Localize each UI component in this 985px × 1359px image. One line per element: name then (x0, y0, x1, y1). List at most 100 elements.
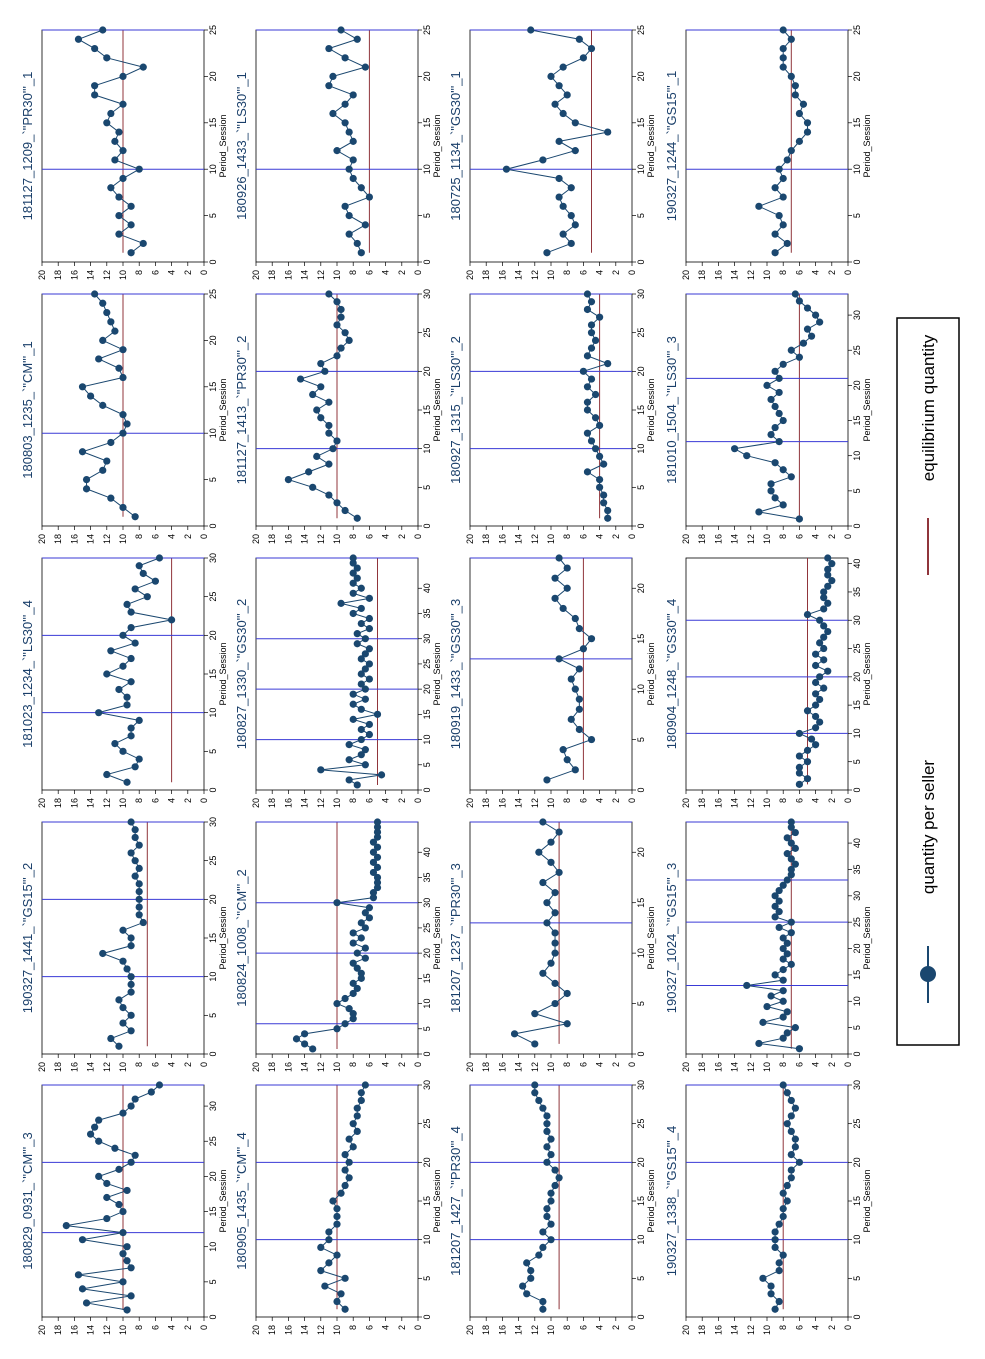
y-tick-label: 2 (397, 534, 407, 539)
data-point (587, 329, 596, 337)
data-point (551, 949, 559, 957)
x-tick-label: 15 (852, 118, 862, 128)
x-tick-label: 15 (422, 405, 432, 415)
data-point (119, 1250, 127, 1258)
y-tick-label: 2 (827, 798, 837, 803)
panel-frame (41, 821, 205, 1055)
y-tick-label: 2 (611, 1325, 621, 1330)
y-tick-label: 0 (627, 1062, 637, 1067)
data-point (123, 1257, 131, 1265)
data-point (583, 383, 592, 391)
x-tick-label: 25 (422, 25, 432, 35)
data-point (95, 1137, 103, 1145)
y-tick-label: 18 (267, 270, 277, 280)
data-point (369, 868, 378, 877)
data-point (119, 631, 127, 639)
x-axis-label: Period_Session (646, 1169, 656, 1232)
y-tick-label: 16 (497, 270, 507, 280)
data-point (337, 305, 345, 314)
data-point (783, 834, 791, 842)
data-point (820, 644, 828, 653)
data-point (791, 828, 799, 837)
y-tick-label: 8 (778, 798, 788, 803)
data-point (95, 1172, 103, 1180)
data-point (596, 452, 604, 460)
data-point (345, 1174, 353, 1182)
data-point (775, 1259, 783, 1267)
data-point (579, 645, 588, 653)
data-point (539, 818, 547, 826)
data-point (791, 91, 799, 99)
y-tick-label: 0 (843, 1325, 853, 1330)
panel-frame (685, 29, 849, 263)
data-point (369, 838, 378, 846)
data-point (341, 1151, 349, 1159)
data-point (787, 1112, 795, 1120)
data-point (349, 174, 357, 183)
data-point (563, 989, 571, 998)
data-point (365, 625, 373, 633)
data-point (365, 614, 373, 623)
data-point (365, 914, 373, 922)
data-point (301, 1040, 309, 1048)
data-point (812, 311, 820, 319)
y-tick-label: 18 (267, 534, 277, 544)
x-tick-label: 20 (208, 630, 218, 640)
x-tick-label: 0 (852, 523, 862, 528)
data-point (373, 873, 382, 882)
data-point (333, 999, 341, 1008)
data-point (127, 1011, 135, 1019)
data-point (604, 360, 612, 368)
x-axis-label: Period_Session (432, 1169, 442, 1232)
data-point (531, 1081, 539, 1089)
data-point (555, 193, 563, 201)
data-point (779, 987, 787, 995)
x-tick-label: 25 (636, 328, 646, 338)
y-tick-label: 16 (713, 798, 723, 808)
data-point (783, 1197, 791, 1205)
y-tick-label: 4 (167, 798, 177, 803)
y-tick-label: 14 (514, 534, 524, 544)
data-point (795, 769, 804, 777)
data-point (575, 725, 583, 734)
y-tick-label: 10 (118, 270, 128, 280)
y-tick-label: 16 (283, 798, 293, 808)
x-tick-label: 30 (208, 817, 218, 827)
y-tick-label: 8 (134, 1325, 144, 1330)
data-point (767, 480, 775, 488)
data-point (799, 100, 808, 108)
panel-17: 0 2 4 6 8 10 12 14 16 18 20 0 5 10 15 20 25 30 Period_Sess… (20, 1081, 228, 1335)
x-axis-label: Period_Session (862, 1169, 872, 1232)
data-point (127, 818, 135, 826)
data-point (771, 892, 779, 900)
data-point (369, 894, 378, 902)
data-point (795, 1158, 804, 1166)
data-point (345, 776, 353, 784)
data-point (365, 720, 373, 729)
data-point (767, 992, 775, 1000)
x-axis-label: Period_Session (646, 378, 656, 441)
y-tick-label: 4 (167, 1325, 177, 1330)
data-point (341, 1020, 349, 1028)
y-tick-label: 0 (199, 534, 209, 539)
y-tick-label: 14 (300, 270, 310, 280)
data-point (787, 929, 795, 937)
y-tick-label: 2 (827, 270, 837, 275)
data-point (123, 965, 131, 973)
data-point (123, 1186, 131, 1195)
y-tick-label: 6 (150, 1325, 160, 1330)
y-tick-label: 14 (86, 270, 96, 280)
data-point (575, 625, 583, 633)
y-tick-label: 8 (348, 798, 358, 803)
y-tick-label: 6 (364, 270, 374, 275)
y-tick-label: 0 (627, 798, 637, 803)
data-point (539, 156, 547, 164)
data-point (353, 564, 361, 572)
data-point (779, 1081, 787, 1089)
x-tick-label: 0 (208, 259, 218, 264)
data-point (591, 336, 600, 344)
data-point (349, 609, 357, 618)
data-point (341, 1166, 349, 1174)
panel-title: 180919_1433_`"GS30"'_3 (448, 599, 463, 750)
y-tick-label: 6 (794, 270, 804, 275)
